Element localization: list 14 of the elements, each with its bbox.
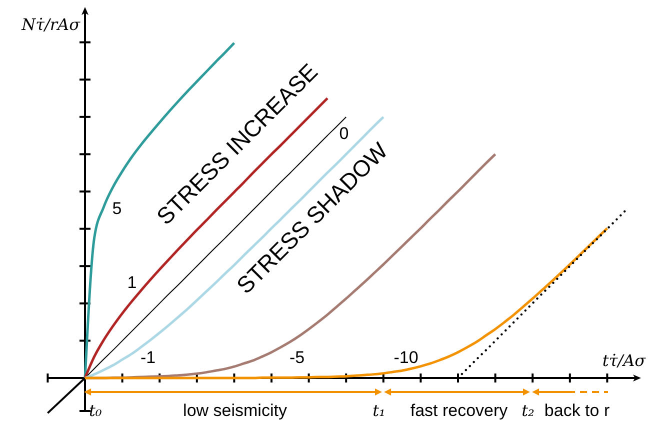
text: t₁ xyxy=(372,401,386,420)
text: low seismicity xyxy=(183,401,288,420)
text: back to r xyxy=(544,401,610,420)
text: t₂ xyxy=(522,401,534,420)
series-label: -10 xyxy=(394,348,418,367)
y-axis-title: Nτ̇/rAσ xyxy=(20,15,82,34)
series-label: -5 xyxy=(289,348,305,367)
text: fast recovery xyxy=(410,401,508,420)
series-label: -1 xyxy=(140,348,156,367)
series-label: 0 xyxy=(339,124,349,143)
text: t₀ xyxy=(89,401,102,420)
series-label: 5 xyxy=(112,199,122,218)
x-axis-title: tτ̇/Aσ xyxy=(602,351,647,370)
series-label: 1 xyxy=(127,273,137,292)
